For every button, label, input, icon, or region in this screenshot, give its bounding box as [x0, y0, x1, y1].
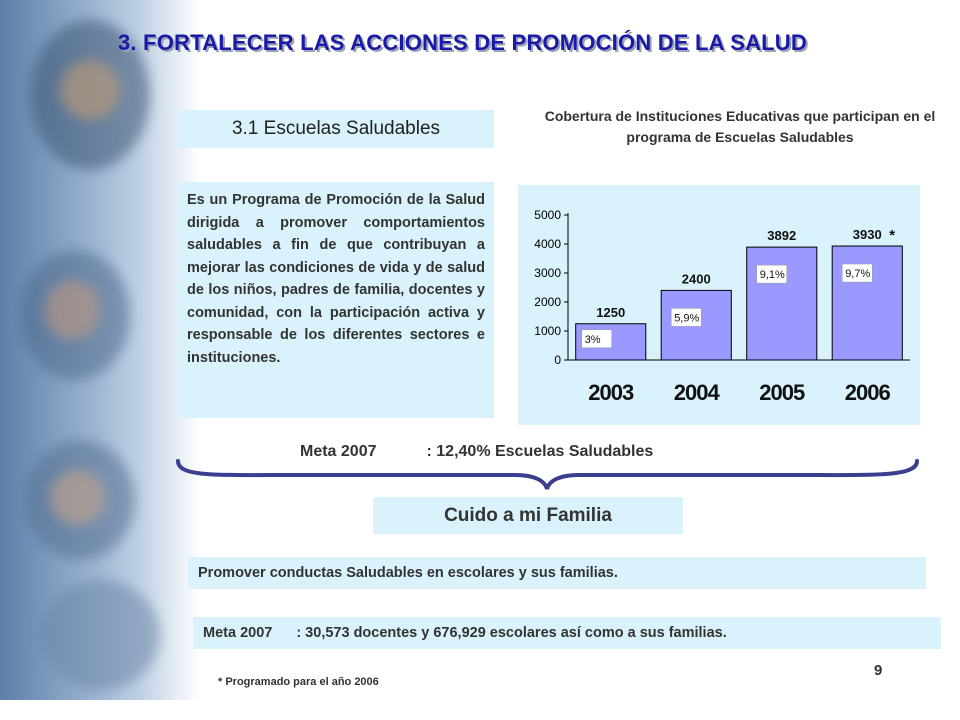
y-tick-label: 5000 [534, 208, 561, 222]
meta-2007-line: Meta 2007 : 12,40% Escuelas Saludables [300, 443, 900, 461]
meta2-value: : 30,573 docentes y 676,929 escolares as… [296, 625, 727, 641]
chart-panel: 0 1000 2000 3000 4000 5000 1250 3% 2003 2400 5,9% 2… [518, 185, 920, 425]
category-label: 2005 [759, 380, 805, 405]
meta-2007-families: Meta 2007 : 30,573 docentes y 676,929 esc… [193, 617, 941, 649]
category-label: 2004 [674, 380, 721, 405]
meta2-label: Meta 2007 [203, 625, 273, 641]
percent-label: 9,1% [760, 269, 785, 281]
decorative-photo-band [0, 0, 200, 700]
y-tick-label: 0 [554, 353, 561, 367]
photo-face-3 [50, 470, 105, 525]
section-subtitle: 3.1 Escuelas Saludables [178, 110, 494, 148]
percent-label-box [841, 263, 873, 283]
value-label: 3892 [767, 228, 796, 243]
footnote: * Programado para el año 2006 [218, 676, 379, 688]
percent-label-box [756, 264, 787, 284]
meta-2007-value: : 12,40% Escuelas Saludables [426, 443, 654, 460]
bar [831, 245, 903, 361]
promover-statement: Promover conductas Saludables en escolar… [188, 557, 926, 589]
meta-2007-label: Meta 2007 [300, 443, 377, 460]
bar [746, 246, 818, 361]
value-label: 2400 [682, 271, 711, 286]
photo-face-2 [45, 280, 100, 340]
category-label: 2006 [845, 380, 891, 405]
programmed-marker: * [889, 227, 895, 244]
category-label: 2003 [588, 380, 634, 405]
curly-brace [176, 459, 919, 490]
y-tick-label: 3000 [534, 266, 561, 280]
page-number: 9 [874, 662, 883, 679]
value-label: 3930 [853, 227, 882, 242]
y-tick-label: 2000 [534, 295, 561, 309]
program-description: Es un Programa de Promoción de la Salud … [178, 182, 494, 418]
y-tick-label: 1000 [534, 324, 561, 338]
percent-label-box [581, 329, 612, 348]
chart-title: Cobertura de Instituciones Educativas qu… [544, 108, 936, 145]
percent-label: 9,7% [845, 268, 870, 280]
percent-label-box [670, 308, 702, 327]
value-label: 1250 [596, 305, 625, 320]
percent-label: 5,9% [674, 312, 699, 324]
y-tick-label: 4000 [534, 237, 561, 251]
photo-face-1 [60, 60, 120, 120]
coverage-bar-chart: 0 1000 2000 3000 4000 5000 1250 3% 2003 2400 5,9% 2… [534, 208, 910, 405]
cuido-familia-title: Cuido a mi Familia [373, 497, 683, 534]
percent-label: 3% [585, 334, 601, 346]
photo-figure-4 [40, 580, 160, 690]
slide-heading: 3. FORTALECER LAS ACCIONES DE PROMOCIÓN … [118, 30, 807, 55]
